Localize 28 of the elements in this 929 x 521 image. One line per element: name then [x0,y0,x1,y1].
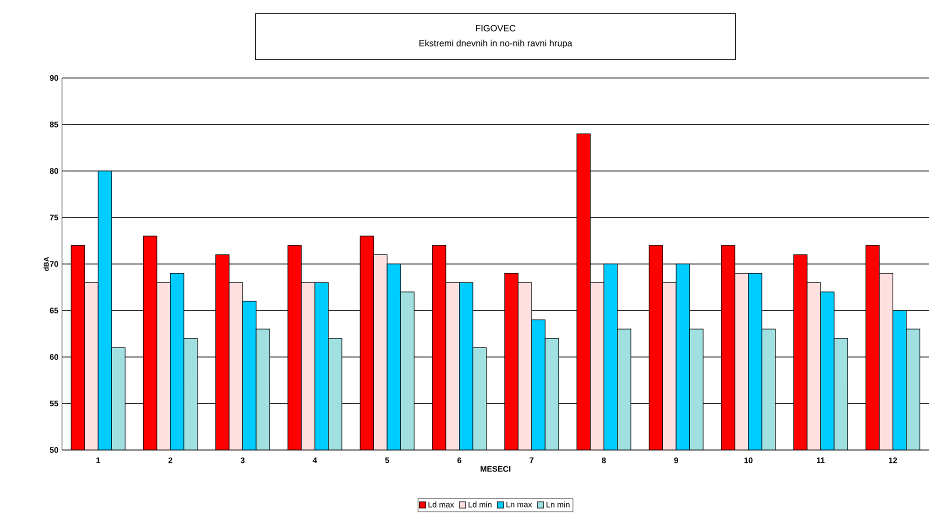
y-tick-label: 60 [50,354,58,360]
legend-label: Ld min [468,502,492,508]
x-tick-label: 3 [240,458,245,464]
chart-title: FIGOVEC [476,25,516,32]
x-tick-label: 5 [385,458,390,464]
y-tick-label: 55 [50,400,58,406]
x-tick-label: 4 [312,458,318,464]
y-tick-label: 50 [50,447,58,453]
y-tick-label: 80 [50,168,58,174]
x-tick-label: 1 [96,458,100,464]
x-axis-title: MESECI [480,466,510,472]
chart-subtitle: Ekstremi dnevnih in no-nih ravni hrupa [419,40,572,48]
legend-label: Ld max [428,502,454,508]
x-tick-label: 6 [457,458,462,464]
y-tick-label: 70 [50,261,58,267]
legend-label: Ln max [506,502,532,508]
y-tick-label: 65 [50,308,58,314]
x-tick-label: 2 [168,458,172,464]
legend-label: Ln min [546,502,570,508]
y-tick-label: 75 [50,214,58,220]
x-tick-label: 8 [602,458,606,464]
x-tick-label: 11 [816,458,825,464]
y-tick-label: 90 [50,75,58,81]
x-tick-label: 10 [744,458,752,464]
x-tick-label: 9 [674,458,678,464]
x-tick-label: 7 [530,458,534,464]
y-tick-label: 85 [50,122,58,128]
x-tick-label: 12 [888,458,897,464]
